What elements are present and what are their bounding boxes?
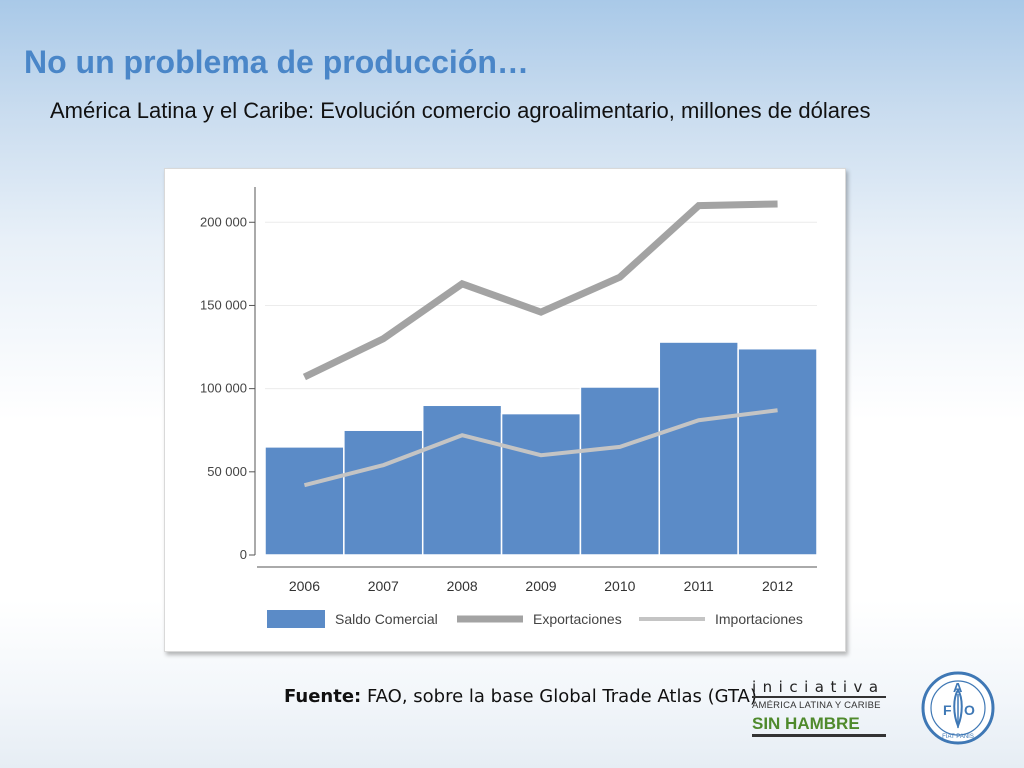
x-tick-label: 2010 [604,578,635,594]
trade-chart: 0 50 000 100 000 150 000 200 000 2006 2007 2008… [200,187,818,628]
iniciativa-logo: iniciativa AMÉRICA LATINA Y CARIBE SIN H… [752,678,886,740]
y-tick-label: 150 000 [200,297,247,312]
legend-label: Importaciones [715,611,803,627]
source-text: FAO, sobre la base Global Trade Atlas (G… [361,686,757,707]
bar-saldo-comercial [658,341,739,556]
x-tick-label: 2011 [684,578,714,594]
legend-label: Exportaciones [533,611,622,627]
bar-saldo-comercial [421,404,503,556]
fao-motto: FIAT PANIS [942,734,974,740]
fao-logo: F A O FIAT PANIS [921,671,995,745]
series-line-importaciones [303,408,778,488]
bar-saldo-comercial [264,446,345,556]
x-tick-label: 2009 [525,578,556,594]
bar-saldo-comercial [500,412,582,556]
bar-saldo-comercial [579,386,661,556]
iniciativa-region: AMÉRICA LATINA Y CARIBE [752,700,881,711]
chart-panel: 0 50 000 100 000 150 000 200 000 2006 2007 2008… [164,168,846,652]
y-tick-label: 50 000 [207,464,247,479]
iniciativa-name: SIN HAMBRE [752,714,886,737]
bar-saldo-comercial [343,429,424,556]
y-tick-label: 200 000 [200,214,247,229]
source-note: Fuente: FAO, sobre la base Global Trade … [284,686,757,707]
source-label: Fuente: [284,686,362,707]
legend-swatch-saldo [267,610,325,628]
fao-letter-f: F [943,702,952,718]
bar-saldo-comercial [737,347,818,556]
y-tick-label: 0 [240,547,247,562]
x-tick-label: 2012 [762,578,793,594]
slide-title: No un problema de producción… [24,44,529,80]
x-tick-label: 2008 [447,578,478,594]
series-line-exportaciones [302,200,778,381]
fao-letter-o: O [964,702,975,718]
chart-subtitle: América Latina y el Caribe: Evolución co… [50,98,871,123]
iniciativa-word: iniciativa [752,678,886,698]
y-tick-label: 100 000 [200,381,247,396]
legend-label: Saldo Comercial [335,611,438,627]
fao-letter-a: A [953,680,963,695]
x-tick-label: 2006 [289,578,320,594]
x-tick-label: 2007 [368,578,399,594]
